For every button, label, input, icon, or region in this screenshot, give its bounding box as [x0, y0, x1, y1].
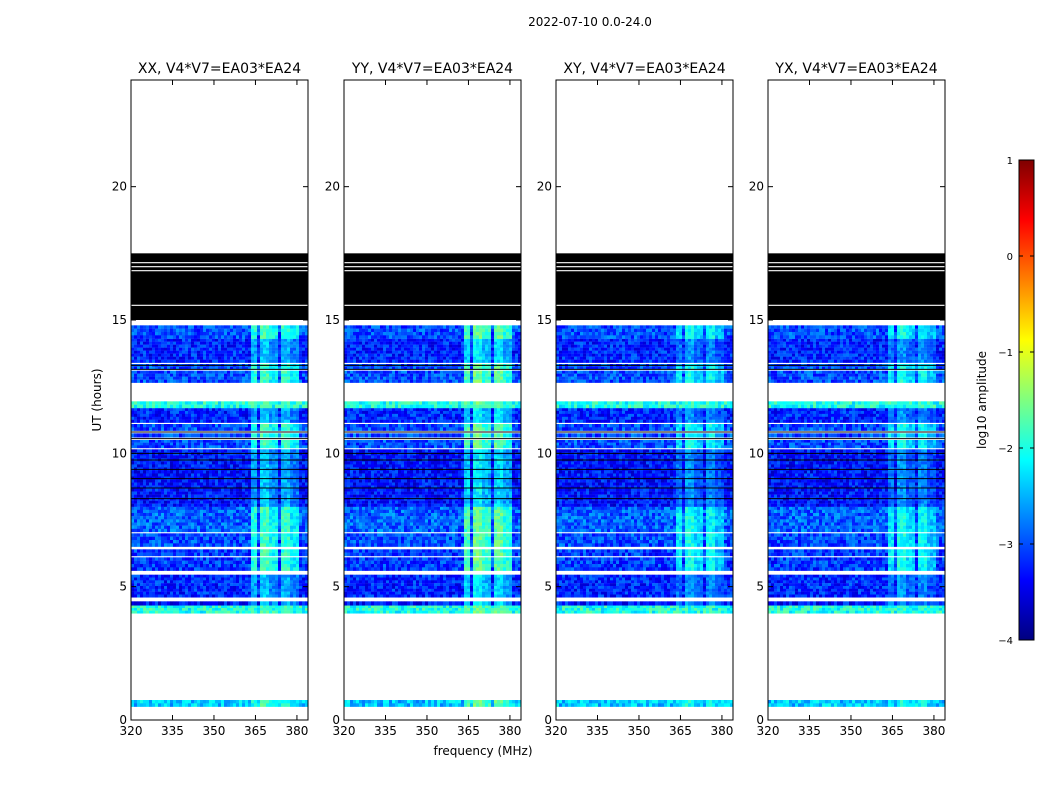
x-tick-label: 335 — [798, 724, 821, 738]
colorbar: 1 0 −1 −2 −3 −4 log10 amplitude — [975, 156, 1035, 647]
y-tick-label: 5 — [756, 580, 764, 594]
x-axis-label: frequency (MHz) — [433, 744, 532, 758]
x-tick-label: 335 — [586, 724, 609, 738]
panel-title: XY, V4*V7=EA03*EA24 — [563, 61, 725, 77]
y-axis-label: UT (hours) — [90, 368, 104, 431]
x-tick-label: 320 — [757, 724, 780, 738]
panel-title: YY, V4*V7=EA03*EA24 — [351, 61, 513, 77]
colorbar-label: log10 amplitude — [975, 351, 989, 449]
y-tick-label: 5 — [119, 580, 127, 594]
colorbar-tick-label: −1 — [998, 348, 1013, 359]
panel-title: XX, V4*V7=EA03*EA24 — [138, 61, 301, 77]
y-tick-label: 15 — [112, 313, 127, 327]
x-tick-label: 380 — [922, 724, 945, 738]
y-tick-label: 10 — [112, 446, 127, 460]
heatmap-cells — [768, 325, 946, 707]
x-tick-label: 350 — [840, 724, 863, 738]
x-tick-label: 350 — [416, 724, 439, 738]
panel-title: YX, V4*V7=EA03*EA24 — [774, 61, 937, 77]
plot-area — [344, 80, 521, 720]
plot-frame — [343, 79, 522, 721]
colorbar-tick-label: 0 — [1007, 252, 1013, 263]
x-tick-label: 365 — [457, 724, 480, 738]
x-tick-label: 380 — [710, 724, 733, 738]
plot-frame — [130, 79, 309, 721]
x-tick-label: 320 — [333, 724, 356, 738]
x-tick-label: 365 — [244, 724, 267, 738]
x-tick-label: 350 — [628, 724, 651, 738]
y-tick-label: 10 — [537, 446, 552, 460]
y-tick-label: 10 — [749, 446, 764, 460]
y-tick-label: 10 — [325, 446, 340, 460]
x-tick-label: 380 — [285, 724, 308, 738]
y-tick-label: 0 — [119, 713, 127, 727]
plot-frame — [555, 79, 734, 721]
flagged-region — [344, 253, 521, 320]
y-tick-label: 15 — [325, 313, 340, 327]
y-tick-label: 15 — [537, 313, 552, 327]
y-tick-label: 20 — [112, 180, 127, 194]
x-tick-label: 365 — [669, 724, 692, 738]
flagged-region — [131, 253, 308, 320]
x-tick-label: 335 — [161, 724, 184, 738]
y-tick-label: 0 — [544, 713, 552, 727]
figure-suptitle: 2022-07-10 0.0-24.0 — [528, 15, 652, 29]
x-tick-label: 320 — [545, 724, 568, 738]
y-tick-label: 20 — [325, 180, 340, 194]
y-tick-label: 0 — [332, 713, 340, 727]
colorbar-tick-label: 1 — [1007, 156, 1013, 167]
x-tick-label: 380 — [498, 724, 521, 738]
x-tick-label: 335 — [374, 724, 397, 738]
colorbar-tick-label: −3 — [998, 540, 1013, 551]
plot-area — [768, 80, 945, 720]
gap-lines — [344, 364, 521, 500]
panel-4: YX, V4*V7=EA03*EA24 320 335 350 365 380 0 5 10 15… — [749, 61, 946, 738]
colorbar-tick-label: −4 — [998, 636, 1013, 647]
y-tick-label: 5 — [332, 580, 340, 594]
panel-3: XY, V4*V7=EA03*EA24 320 335 350 365 380 0 5 10 15… — [537, 61, 734, 738]
y-tick-label: 15 — [749, 313, 764, 327]
plot-frame — [767, 79, 946, 721]
flagged-region — [556, 253, 733, 320]
plot-area — [556, 80, 733, 720]
heatmap-cells — [556, 325, 734, 707]
colorbar-tick-label: −2 — [998, 444, 1013, 455]
plot-area — [131, 80, 308, 720]
panel-1: XX, V4*V7=EA03*EA24 320 335 350 365 380 0 5 10 15… — [112, 61, 309, 738]
gap-lines — [768, 364, 945, 500]
colorbar-gradient — [1018, 159, 1035, 641]
y-tick-label: 20 — [537, 180, 552, 194]
flagged-region — [768, 253, 945, 320]
x-tick-label: 320 — [120, 724, 143, 738]
panel-2: YY, V4*V7=EA03*EA24 320 335 350 365 380 0 5 10 15… — [325, 61, 522, 738]
y-tick-label: 5 — [544, 580, 552, 594]
gap-lines — [131, 364, 308, 500]
colorbar-ticks: 1 0 −1 −2 −3 −4 — [998, 156, 1034, 647]
y-tick-label: 20 — [749, 180, 764, 194]
x-tick-label: 365 — [881, 724, 904, 738]
y-tick-label: 0 — [756, 713, 764, 727]
x-tick-label: 350 — [203, 724, 226, 738]
gap-lines — [556, 364, 733, 500]
panels: XX, V4*V7=EA03*EA24 320 335 350 365 380 0 5 10 15… — [112, 61, 946, 738]
